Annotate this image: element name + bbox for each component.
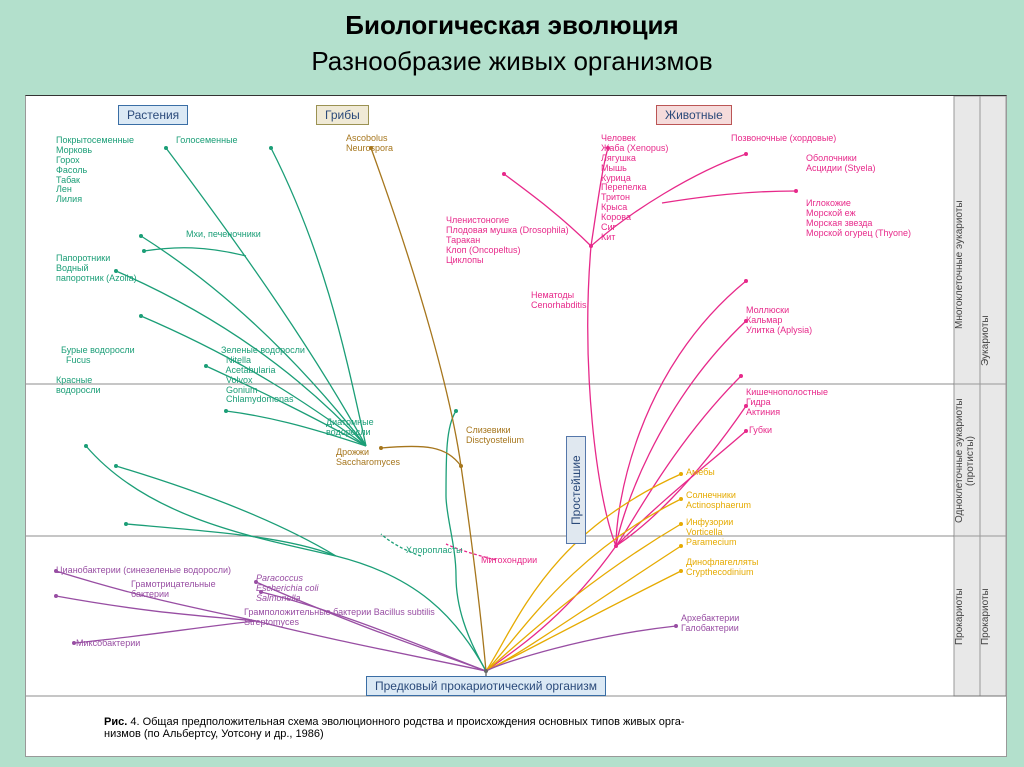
side-label: Многоклеточные эукариоты [954,146,980,384]
kingdom-box-animals: Животные [656,105,732,125]
branch-label: Покрытосеменные Морковь Горох Фасоль Таб… [56,136,134,205]
page-title-2: Разнообразие живых организмов [0,46,1024,77]
side-label: Эукариоты [980,146,1006,536]
branch-label: Нематоды Cenorhabditis [531,291,587,311]
branch-label: Грамположительные бактерии Bacillus subt… [244,608,435,628]
branch-label: Амебы [686,468,715,478]
branch-label: Позвоночные (хордовые) [731,134,836,144]
branch-label: Зеленые водоросли Nitella Acetabularia V… [221,346,305,405]
branch-label: Папоротники Водный папоротник (Azolla) [56,254,137,284]
branch-label: Ascobolus Neurospora [346,134,393,154]
branch-label: Динофлагелляты Crypthecodinium [686,558,758,578]
branch-label: Дрожжи Saccharomyces [336,448,400,468]
branch-label: Иглокожие Морской еж Морская звезда Морс… [806,199,911,239]
branch-label: Губки [749,426,772,436]
branch-label: Оболочники Асцидии (Styela) [806,154,876,174]
branch-label: Солнечники Actinosphaerum [686,491,751,511]
branch-label: Paracoccus Escherichia coli Salmonella [256,574,319,604]
side-label: Одноклеточные эукариоты (протисты) [954,386,980,536]
kingdom-box-protists: Простейшие [566,436,586,544]
branch-label: Диатомные водоросли [326,418,374,438]
kingdom-box-plants: Растения [118,105,188,125]
branch-label: Мхи, печеночники [186,230,261,240]
side-label: Прокариоты [954,538,980,696]
branch-label: Митохондрии [481,556,537,566]
branch-label: Членистоногие Плодовая мушка (Drosophila… [446,216,569,265]
branch-label: Хлоропласты [406,546,463,556]
branch-label: Архебактерии Галобактерии [681,614,739,634]
figure-caption: Рис. 4. Общая предположительная схема эв… [104,716,685,740]
branch-label: Кишечнополостные Гидра Актиния [746,388,828,418]
branch-label: Цианобактерии (синезеленые водоросли) [56,566,231,576]
branch-label: Красные водоросли [56,376,101,396]
kingdom-box-ancestor: Предковый прокариотический организм [366,676,606,696]
branch-label: Миксобактерии [76,639,140,649]
branch-label: Голосеменные [176,136,238,146]
branch-label: Человек Жаба (Xenopus) Лягушка Мышь Кури… [601,134,668,243]
side-label: Прокариоты [980,538,1006,696]
branch-label: Бурые водоросли Fucus [61,346,135,366]
page-title-1: Биологическая эволюция [0,10,1024,41]
branch-label: Моллюски Кальмар Улитка (Aplysia) [746,306,812,336]
branch-label: Грамотрицательные бактерии [131,580,216,600]
branch-label: Слизевики Disctyostelium [466,426,524,446]
kingdom-box-fungi: Грибы [316,105,369,125]
chart-area: Растения Грибы Животные Простейшие Предковый… [25,95,1007,757]
branch-label: Инфузории Vorticella Paramecium [686,518,737,548]
